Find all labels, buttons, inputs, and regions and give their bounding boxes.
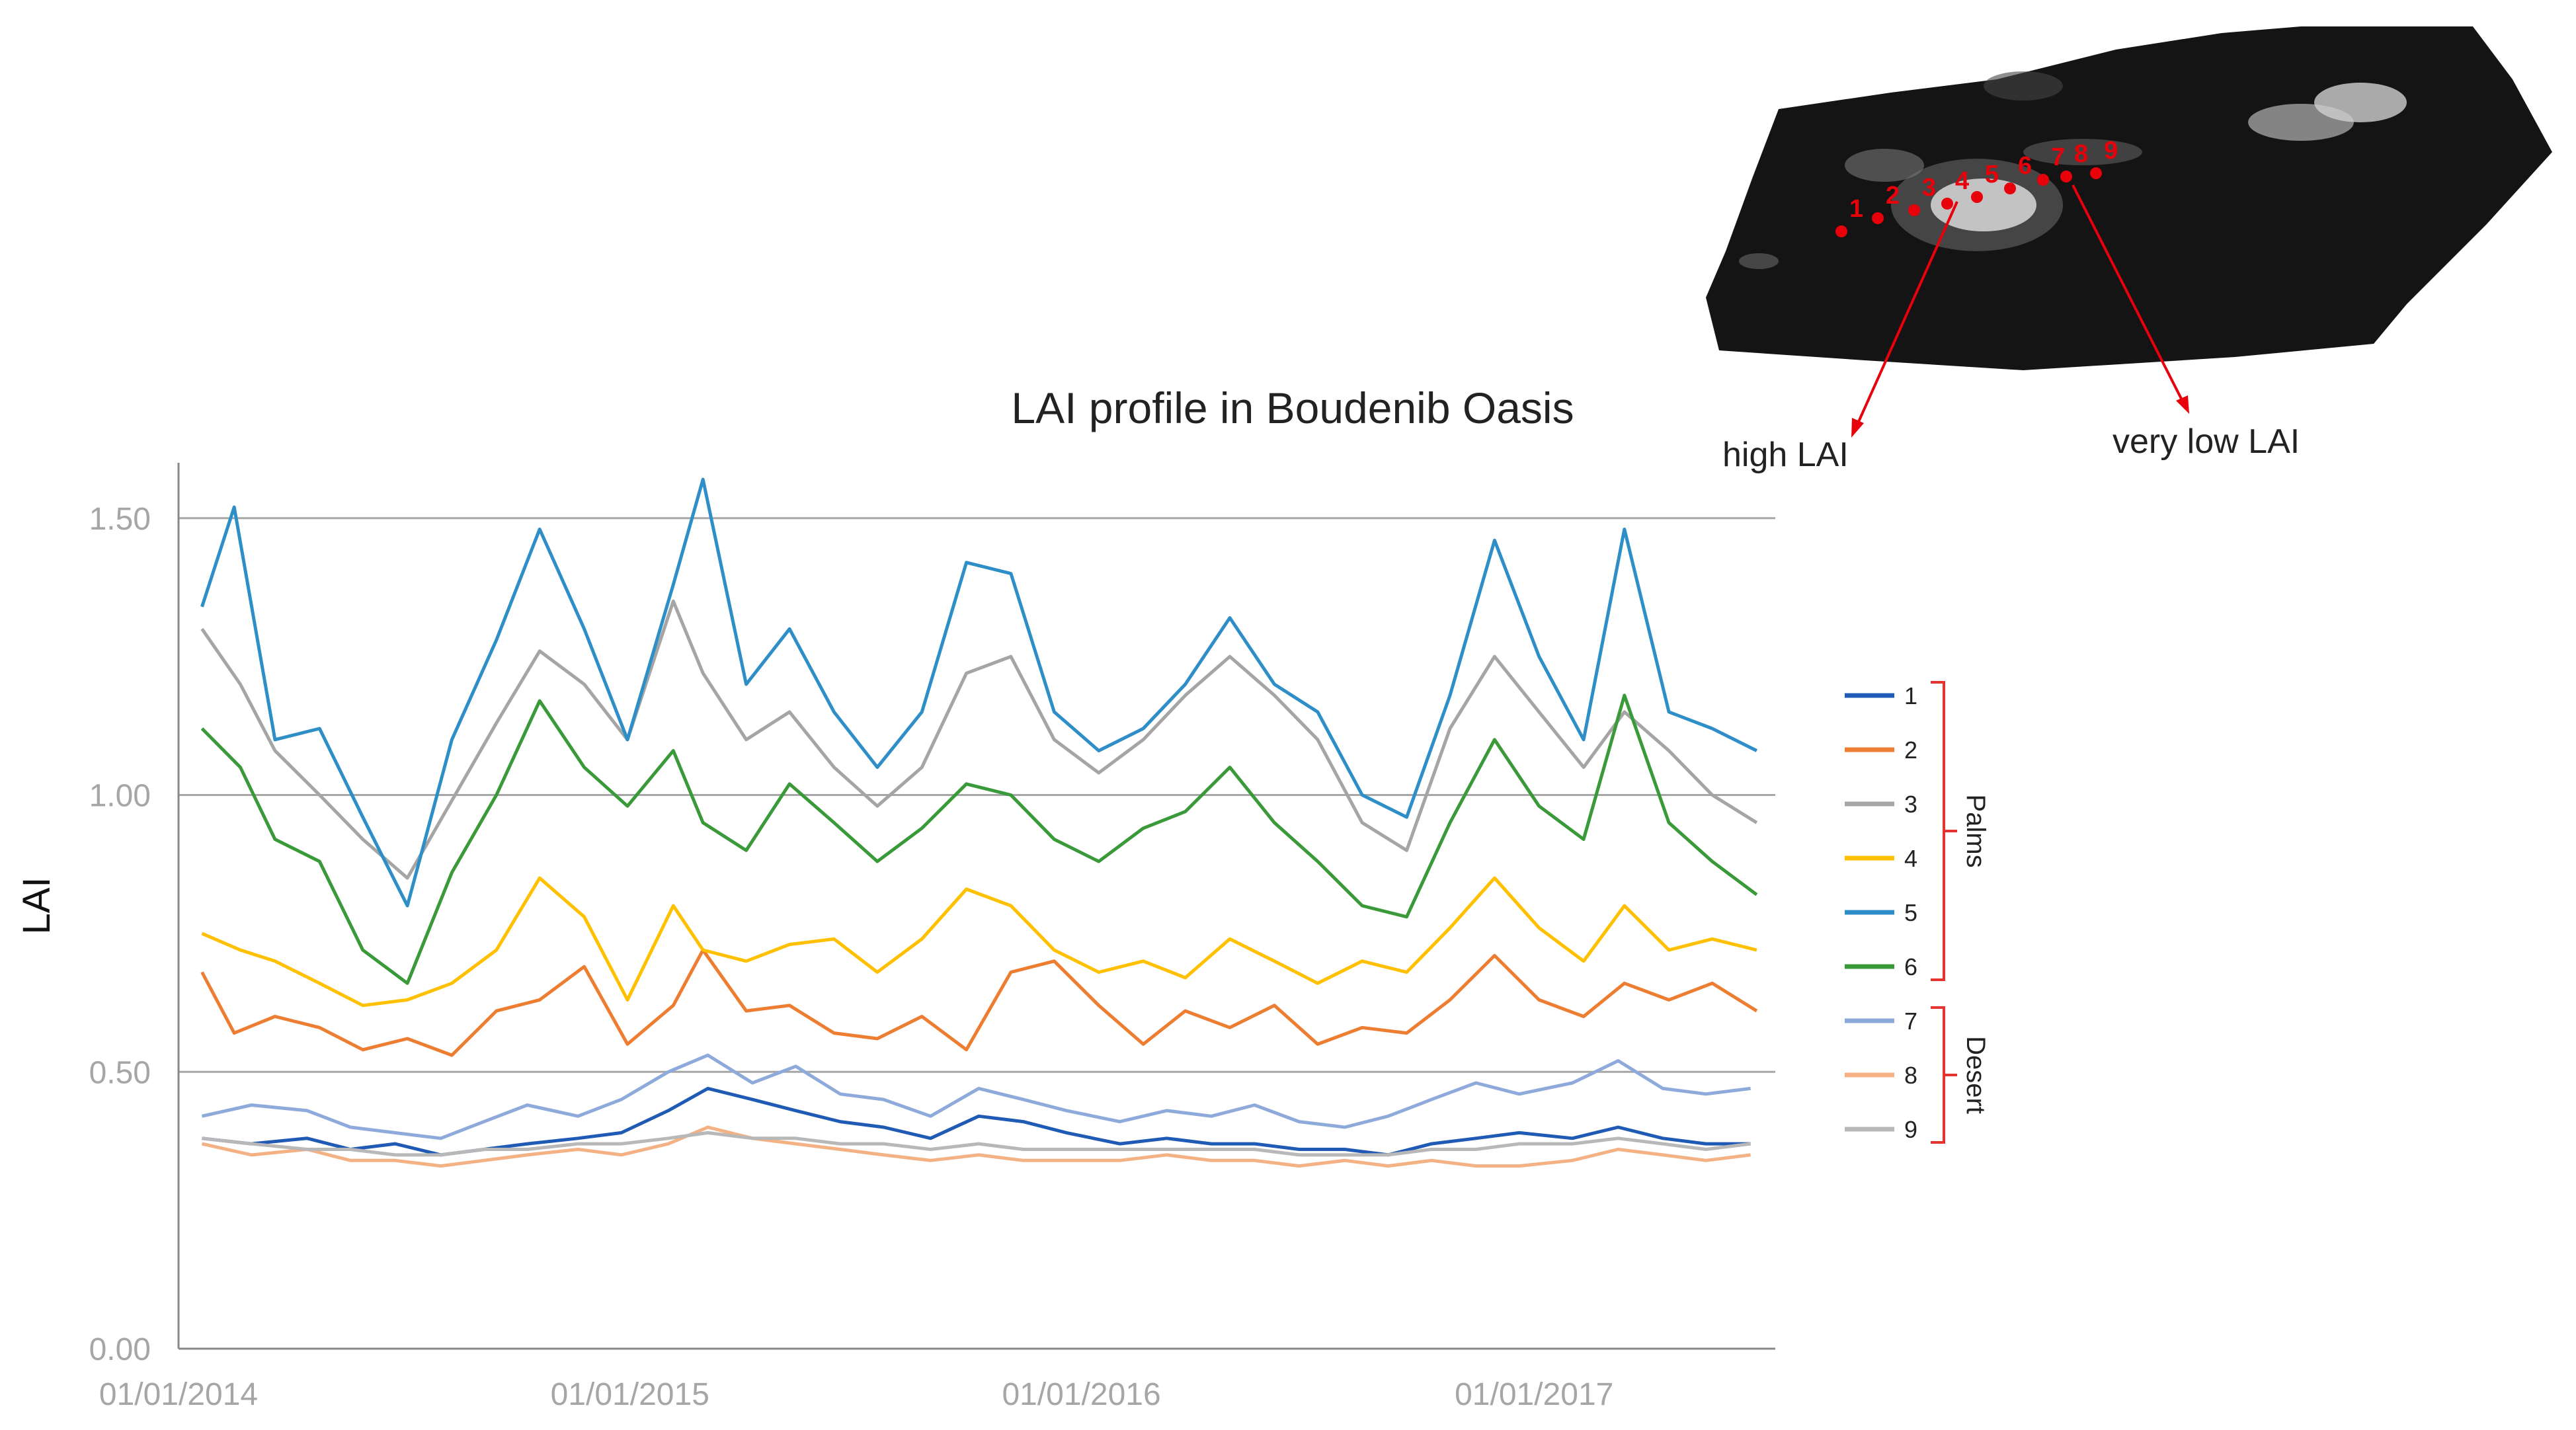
chart: LAI profile in Boudenib Oasis 0.00 0.50 1.… [15,383,1990,1412]
x-tick-label: 01/01/2016 [1002,1377,1160,1412]
inset-point-5 [1971,191,1983,203]
inset-point-label-3: 3 [1922,174,1936,202]
series-8-line [201,1125,1751,1168]
legend-label-9: 9 [1904,1116,1917,1143]
legend-label-5: 5 [1904,899,1917,926]
series-6-line [200,694,1758,985]
inset-point-label-4: 4 [1955,167,1969,195]
inset-point-label-2: 2 [1886,182,1900,210]
y-tick-label: 1.50 [89,502,151,537]
inset-point-9 [2090,167,2102,179]
x-tick-label: 01/01/2015 [551,1377,709,1412]
series-2-line [200,948,1758,1057]
legend-label-8: 8 [1904,1062,1917,1089]
y-tick-labels: 0.00 0.50 1.00 1.50 [89,502,151,1367]
series-7-line [201,1053,1751,1140]
legend-label-3: 3 [1904,791,1917,818]
inset-point-1 [1835,225,1847,237]
legend-label-4: 4 [1904,845,1917,872]
legend-label-2: 2 [1904,736,1917,764]
legend-label-7: 7 [1904,1008,1917,1035]
inset-point-label-8: 8 [2074,140,2088,168]
series-9-line [202,1131,1751,1157]
inset-point-label-7: 7 [2051,143,2065,171]
y-axis-label: LAI [15,877,58,934]
very-low-lai-arrow [2072,184,2183,401]
inset-point-8 [2060,171,2072,182]
inset-point-label-5: 5 [1985,161,1999,188]
very-low-lai-arrow-head [2176,395,2189,414]
legend-group-palms: Palms [1961,794,1990,867]
legend-bracket-palms [1931,681,1945,981]
inset-point-label-6: 6 [2018,152,2032,180]
series-lines [200,477,1758,1168]
x-tick-label: 01/01/2014 [99,1377,258,1412]
very-low-lai-label: very low LAI [2113,422,2300,461]
inset-point-6 [2004,182,2016,194]
high-lai-label: high LAI [1722,436,1849,474]
series-4-line [201,876,1757,1008]
legend: 1 2 3 4 5 6 7 8 9 Palms Desert [1845,681,1990,1144]
high-lai-arrow-head [1851,418,1864,438]
high-lai-arrow [1857,201,1958,424]
gridlines [179,517,1775,1073]
series-3-line [200,599,1758,880]
inset-point-4 [1941,198,1953,210]
y-tick-label: 0.00 [89,1332,151,1367]
y-tick-label: 0.50 [89,1055,151,1090]
inset-point-3 [1908,204,1920,216]
inset-point-7 [2037,174,2049,186]
series-5-line [200,477,1758,908]
inset-map-image [1706,26,2552,370]
x-tick-label: 01/01/2017 [1455,1377,1613,1412]
x-tick-labels: 01/01/2014 01/01/2015 01/01/2016 01/01/2017 [99,1377,1613,1412]
legend-label-6: 6 [1904,953,1917,980]
inset-point-label-9: 9 [2104,137,2118,165]
legend-label-1: 1 [1904,682,1917,709]
chart-title: LAI profile in Boudenib Oasis [1011,383,1574,432]
y-tick-label: 1.00 [89,779,151,814]
legend-bracket-desert [1931,1006,1945,1144]
inset-point-2 [1872,212,1884,224]
inset-point-label-1: 1 [1849,195,1863,223]
legend-group-desert: Desert [1961,1036,1990,1114]
